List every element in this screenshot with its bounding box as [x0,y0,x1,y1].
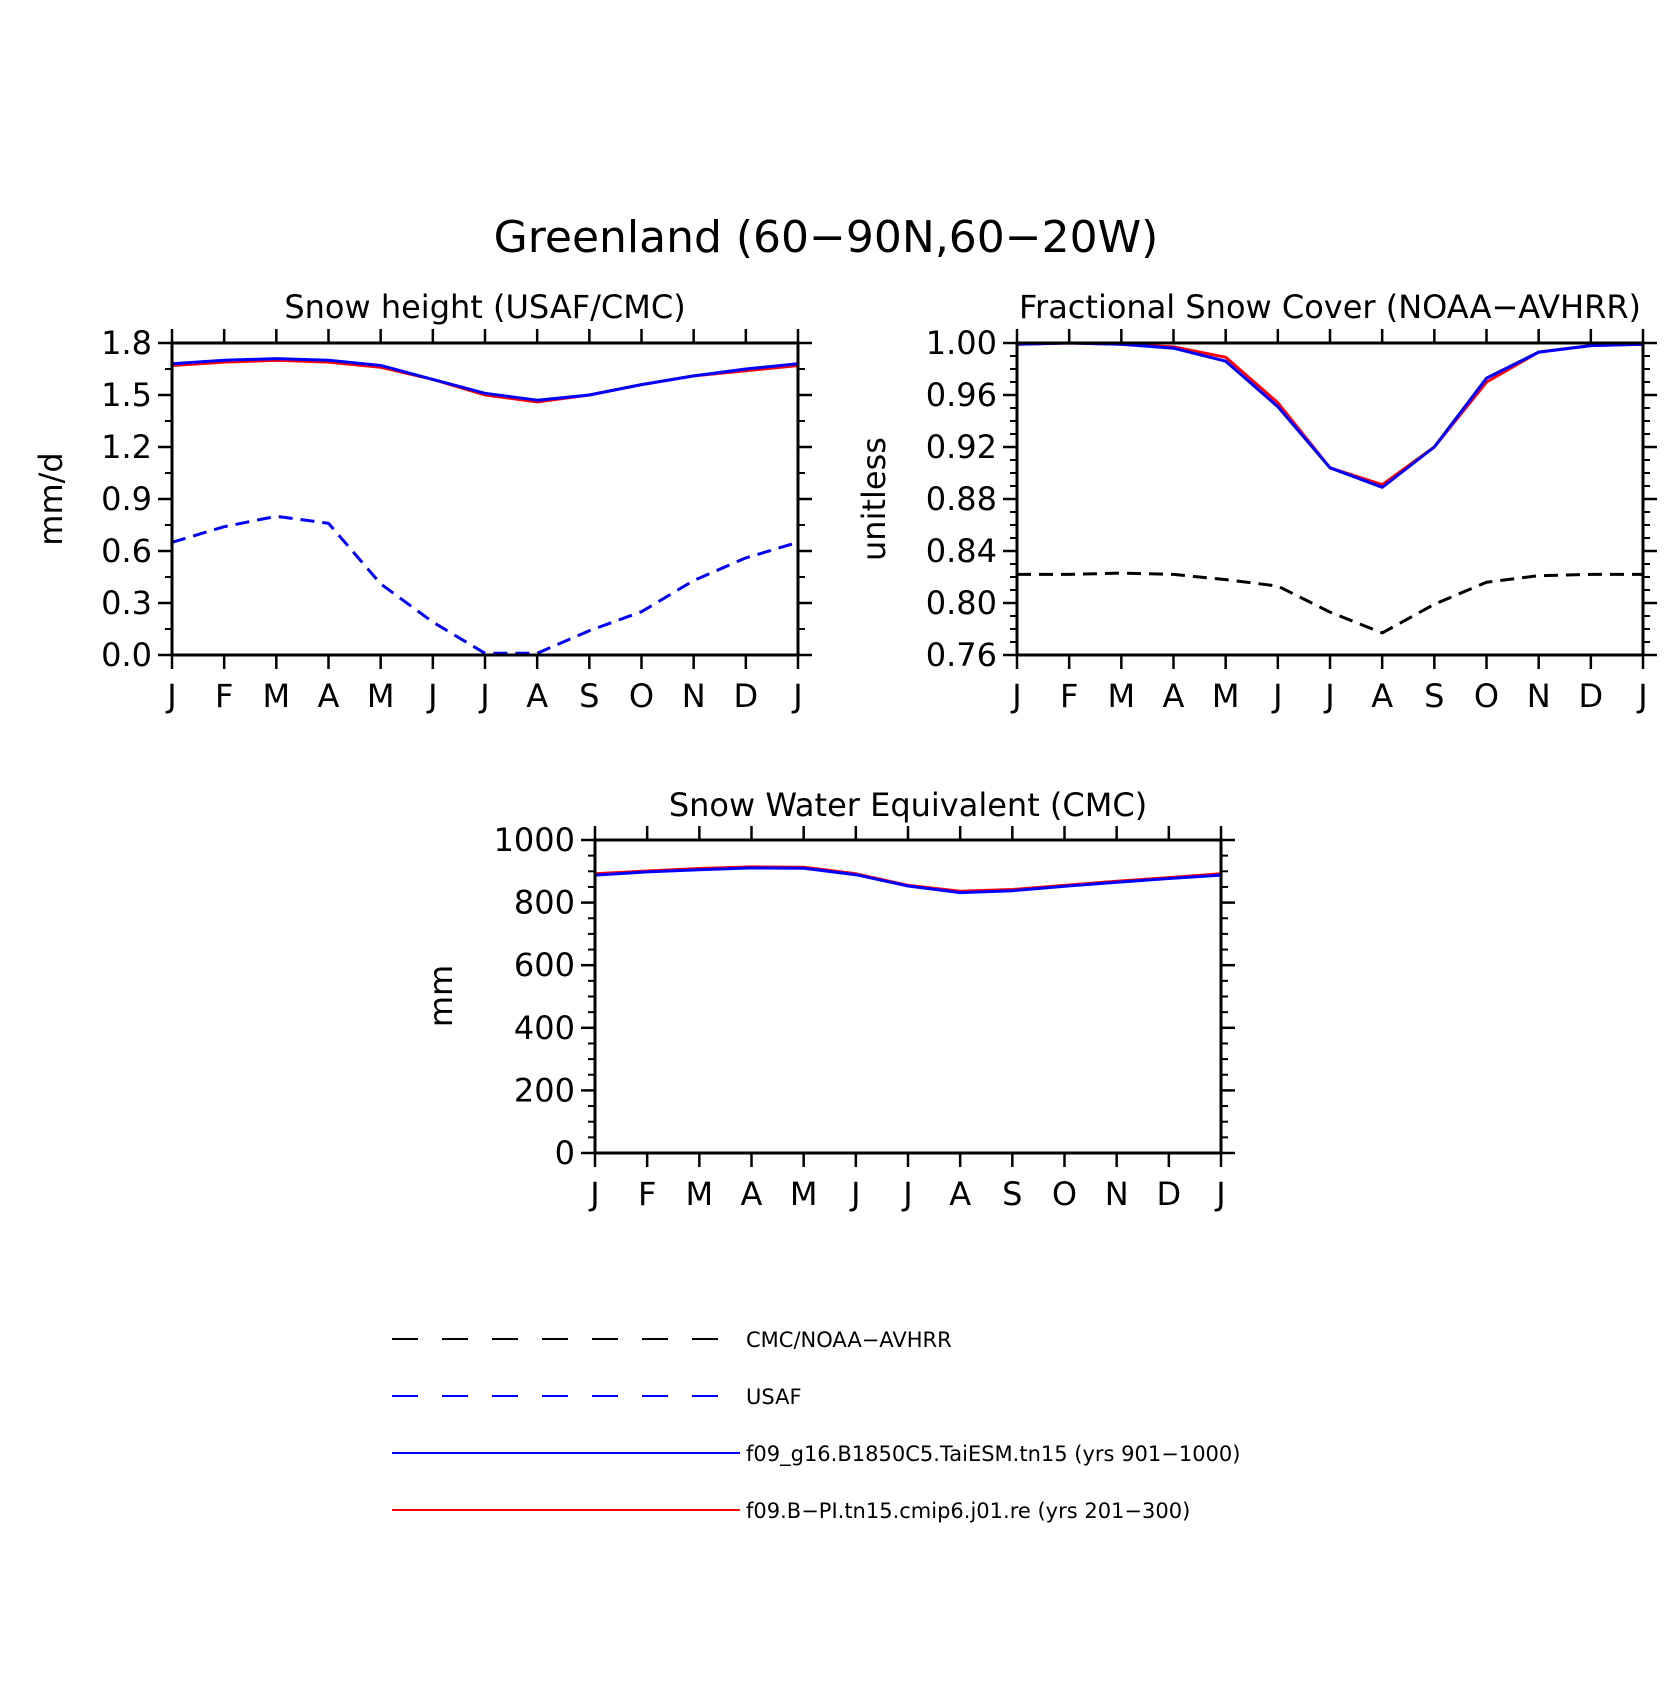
y-tick-label: 200 [514,1071,575,1109]
legend-item: CMC/NOAA−AVHRR [392,1328,952,1352]
plot-frame [170,341,800,657]
x-tick-label: S [1002,1175,1022,1213]
series-line-f09-b-pi-tn15-cmip6-j01-re-yrs-201-300 [1016,341,1644,487]
x-tick-label: J [849,1175,860,1213]
x-tick-label: A [949,1175,971,1213]
y-tick-label: 0.80 [926,584,997,622]
y-tick-label: 0.96 [926,376,997,414]
panel-title: Snow height (USAF/CMC) [284,288,685,326]
x-tick-label: N [682,677,706,715]
x-tick-label: J [1010,677,1021,715]
x-tick-label: M [1212,677,1240,715]
x-tick-label: A [741,1175,763,1213]
chart-panel-3: Snow Water Equivalent (CMC) mm 0 200 400 600 8… [422,786,1235,1213]
x-tick-label: A [318,677,340,715]
x-tick-label: N [1527,677,1551,715]
x-tick-label: J [791,677,802,715]
legend: CMC/NOAA−AVHRR USAF f09_g16.B1850C5.TaiESM… [392,1328,1240,1523]
series-group [594,865,1222,1155]
y-axis-label: mm/d [32,452,70,545]
x-tick-label: D [734,677,759,715]
x-tick-label: A [1163,677,1185,715]
panel-title: Snow Water Equivalent (CMC) [669,786,1147,824]
legend-label: f09_g16.B1850C5.TaiESM.tn15 (yrs 901−100… [746,1442,1240,1467]
x-tick-label: J [1214,1175,1225,1213]
y-tick-label: 400 [514,1009,575,1047]
x-tick-label: J [1636,677,1647,715]
x-tick-label: S [579,677,599,715]
x-tick-label: O [1474,677,1499,715]
x-tick-label: J [165,677,176,715]
series-line-f09-b-pi-tn15-cmip6-j01-re-yrs-201-300 [171,358,799,404]
x-tick-label: A [526,677,548,715]
series-group [1016,341,1644,635]
chart-panel-1: Snow height (USAF/CMC) mm/d 0.0 0.3 0.6 0.9 1.… [32,288,812,715]
series-line-f09-g16-b1850c5-taiesm-tn15-yrs-901-1000 [594,866,1222,895]
x-tick-label: F [1060,677,1078,715]
y-tick-label: 1.2 [101,428,152,466]
x-tick-label: N [1105,1175,1129,1213]
x-tick-label: M [263,677,291,715]
y-tick-label: 1.5 [101,376,152,414]
legend-label: CMC/NOAA−AVHRR [746,1328,952,1352]
legend-item: f09.B−PI.tn15.cmip6.j01.re (yrs 201−300) [392,1499,1190,1523]
series-line-f09-g16-b1850c5-taiesm-tn15-yrs-901-1000 [171,357,799,402]
x-tick-label: A [1371,677,1393,715]
y-tick-label: 0.76 [926,636,997,674]
legend-label: USAF [746,1385,802,1409]
x-tick-label: J [1271,677,1282,715]
x-tick-label: M [686,1175,714,1213]
x-tick-label: M [1108,677,1136,715]
x-tick-label: M [367,677,395,715]
y-tick-label: 0.6 [101,532,152,570]
y-tick-label: 1.00 [926,324,997,362]
y-tick-label: 0.3 [101,584,152,622]
y-tick-label: 1000 [494,821,575,859]
chart-panel-2: Fractional Snow Cover (NOAA−AVHRR) unitle… [855,288,1657,715]
x-tick-label: M [790,1175,818,1213]
y-tick-label: 600 [514,946,575,984]
x-tick-label: J [478,677,489,715]
x-tick-label: J [1323,677,1334,715]
x-tick-label: O [1052,1175,1077,1213]
series-line-cmc-noaa-avhrr [1017,571,1643,635]
series-line-usaf [171,514,799,655]
y-tick-label: 800 [514,884,575,922]
plot-frame [1015,341,1645,657]
panel-title: Fractional Snow Cover (NOAA−AVHRR) [1019,288,1641,326]
figure-title: Greenland (60−90N,60−20W) [494,212,1159,263]
x-tick-label: D [1157,1175,1182,1213]
x-tick-label: D [1579,677,1604,715]
x-tick-label: J [901,1175,912,1213]
series-group [171,357,799,657]
x-tick-label: F [638,1175,656,1213]
y-tick-label: 0.92 [926,428,997,466]
y-tick-label: 0.84 [926,532,997,570]
y-tick-label: 0.88 [926,480,997,518]
y-axis-label: unitless [855,437,893,561]
x-tick-label: J [426,677,437,715]
y-tick-label: 0.9 [101,480,152,518]
x-tick-label: O [629,677,654,715]
y-tick-label: 0.0 [101,636,152,674]
x-tick-label: F [215,677,233,715]
legend-label: f09.B−PI.tn15.cmip6.j01.re (yrs 201−300) [746,1499,1190,1523]
x-tick-label: J [588,1175,599,1213]
series-line-f09-g16-b1850c5-taiesm-tn15-yrs-901-1000 [1016,341,1644,489]
y-tick-label: 1.8 [101,324,152,362]
legend-item: USAF [392,1385,802,1409]
y-axis-label: mm [422,965,460,1027]
x-tick-label: S [1424,677,1444,715]
legend-item: f09_g16.B1850C5.TaiESM.tn15 (yrs 901−100… [392,1442,1240,1467]
y-tick-label: 0 [555,1134,575,1172]
